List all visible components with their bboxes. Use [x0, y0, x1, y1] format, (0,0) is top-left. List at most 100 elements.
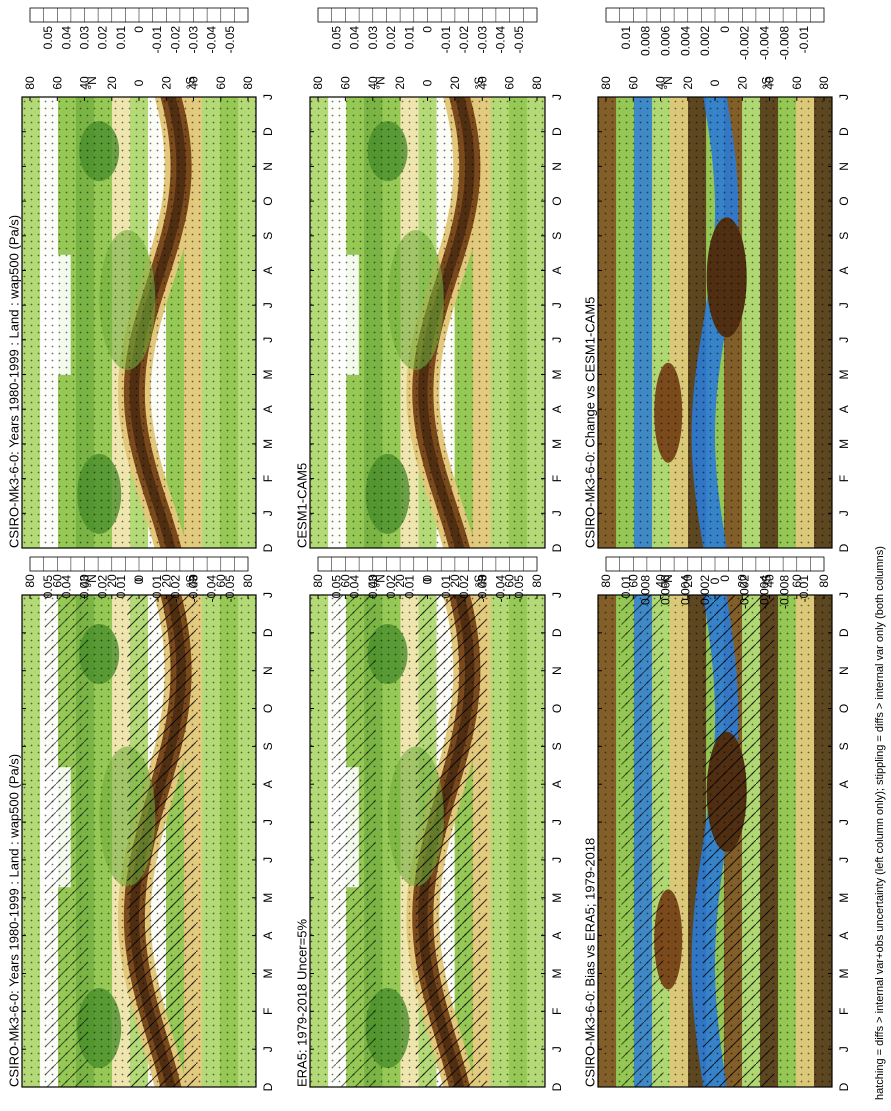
lat-tick-label: 60	[790, 574, 804, 588]
month-tick-label: M	[261, 439, 275, 449]
chart-panel-era5: D J F M A M J J A S O N D J 80 60 40 20 0 20 40 60 80 °N °S ERA5:…	[295, 556, 564, 1091]
chart-panel-csiro-bottom-left: D J F M A M J J A S O N D J 80 60 40 20 0 20 40 60 80 °N °S CSIRO…	[7, 556, 275, 1091]
lat-tick-label: 80	[599, 574, 613, 588]
colorbar-tick-label: -0.02	[168, 575, 182, 603]
colorbar-tick-label: -0.05	[223, 26, 237, 54]
month-tick-label: D	[261, 127, 275, 136]
colorbar-tick-label: 0.05	[329, 575, 343, 599]
lat-tick-label: 0	[421, 79, 435, 86]
lat-tick-label: 60	[338, 76, 352, 90]
month-tick-label: M	[550, 893, 564, 903]
month-tick-label: J	[837, 1046, 851, 1052]
month-tick-label: J	[261, 1046, 275, 1052]
lat-tick-label: 40	[475, 574, 489, 588]
colorbar-tick-label: -0.008	[777, 575, 791, 609]
colorbar-tick-label: 0	[718, 575, 732, 582]
month-tick-label: J	[261, 592, 275, 598]
stippling-overlay	[310, 97, 545, 548]
month-tick-label: F	[550, 475, 564, 482]
month-tick-label: F	[550, 1008, 564, 1015]
lat-tick-label: 60	[214, 76, 228, 90]
colorbar-tick-label: 0.03	[78, 26, 92, 50]
hatching-overlay	[621, 595, 664, 1087]
lat-tick-label: 0	[132, 577, 146, 584]
colorbar-tick-label: 0	[718, 26, 732, 33]
hemisphere-label-north: °N	[661, 574, 675, 587]
hatching-overlay	[127, 595, 198, 1087]
month-tick-label: J	[261, 510, 275, 516]
colorbar-tick-label: 0.05	[41, 26, 55, 50]
hemisphere-label-south: °S	[184, 77, 198, 90]
hemisphere-label-south: °S	[760, 77, 774, 90]
colorbar-tick-label: 0.01	[619, 26, 633, 50]
month-tick-label: A	[837, 266, 851, 274]
month-tick-label: D	[261, 543, 275, 552]
colorbar-tick-label: 0.004	[678, 575, 692, 605]
colorbar-tick-label: -0.04	[494, 26, 508, 54]
hatching-overlay	[333, 595, 376, 1087]
colorbar-tick-label: -0.01	[797, 575, 811, 603]
lat-tick-label: 80	[530, 76, 544, 90]
panel-title: CSIRO-Mk3-6-0: Years 1980-1999 : Land : …	[7, 215, 22, 548]
month-tick-label: D	[550, 1082, 564, 1091]
month-tick-label: A	[261, 405, 275, 413]
colorbar-tick-label: 0.05	[41, 575, 55, 599]
hemisphere-label-south: °S	[760, 575, 774, 588]
lat-tick-label: 0	[708, 79, 722, 86]
colorbar-tick-label: 0.03	[78, 575, 92, 599]
month-tick-label: S	[261, 742, 275, 750]
month-tick-label: J	[550, 592, 564, 598]
stippling-overlay	[22, 97, 256, 548]
lat-tick-label: 20	[159, 574, 173, 588]
month-tick-label: F	[837, 1008, 851, 1015]
month-tick-label: J	[550, 510, 564, 516]
hemisphere-label-south: °S	[472, 575, 486, 588]
lat-tick-label: 60	[626, 574, 640, 588]
month-tick-label: A	[550, 266, 564, 274]
lat-tick-label: 20	[448, 574, 462, 588]
month-tick-label: J	[261, 819, 275, 825]
lat-tick-label: 20	[681, 76, 695, 90]
colorbar-tick-label: -0.04	[494, 575, 508, 603]
panel-title: CSIRO-Mk3-6-0: Years 1980-1999 : Land : …	[7, 754, 22, 1087]
month-tick-label: M	[261, 969, 275, 979]
month-tick-label: M	[550, 969, 564, 979]
colorbar-tick-label: 0.008	[639, 26, 653, 56]
colorbar-tick-label: -0.002	[738, 575, 752, 609]
month-tick-label: J	[837, 510, 851, 516]
month-tick-label: M	[261, 893, 275, 903]
colorbar-tick-label: 0.002	[698, 575, 712, 605]
colorbar-tick-label: 0.01	[114, 26, 128, 50]
colorbar-tick-label: -0.01	[439, 575, 453, 603]
panel-title: CESM1-CAM5	[295, 463, 310, 548]
colorbar-tick-label: 0.006	[659, 26, 673, 56]
colorbar-tick-label: 0.04	[59, 26, 73, 50]
month-tick-label: J	[550, 1046, 564, 1052]
month-tick-label: A	[550, 932, 564, 940]
colorbar-tick-label: 0.04	[348, 26, 362, 50]
lat-tick-label: 0	[708, 577, 722, 584]
month-tick-label: D	[837, 127, 851, 136]
lat-tick-label: 80	[23, 76, 37, 90]
month-tick-label: D	[261, 628, 275, 637]
month-tick-label: M	[550, 439, 564, 449]
month-tick-label: S	[261, 232, 275, 240]
colorbar-tick-label: -0.02	[457, 575, 471, 603]
hemisphere-label-north: °N	[374, 574, 388, 587]
lat-tick-label: 40	[763, 574, 777, 588]
colorbar-tick-label: 0.03	[366, 575, 380, 599]
colorbar-tick-label: -0.002	[738, 26, 752, 60]
lat-tick-label: 80	[23, 574, 37, 588]
colorbar-tick-label: 0.01	[114, 575, 128, 599]
month-tick-label: J	[837, 592, 851, 598]
month-tick-label: M	[261, 370, 275, 380]
lat-tick-label: 80	[311, 76, 325, 90]
month-tick-label: D	[837, 1082, 851, 1091]
colorbar-tick-label: 0.04	[59, 575, 73, 599]
colorbar-tick-label: -0.03	[187, 26, 201, 54]
lat-tick-label: 40	[78, 76, 92, 90]
colorbar-tick-label: 0.004	[678, 26, 692, 56]
colorbar-tick-label: -0.05	[223, 575, 237, 603]
lat-tick-label: 20	[735, 574, 749, 588]
